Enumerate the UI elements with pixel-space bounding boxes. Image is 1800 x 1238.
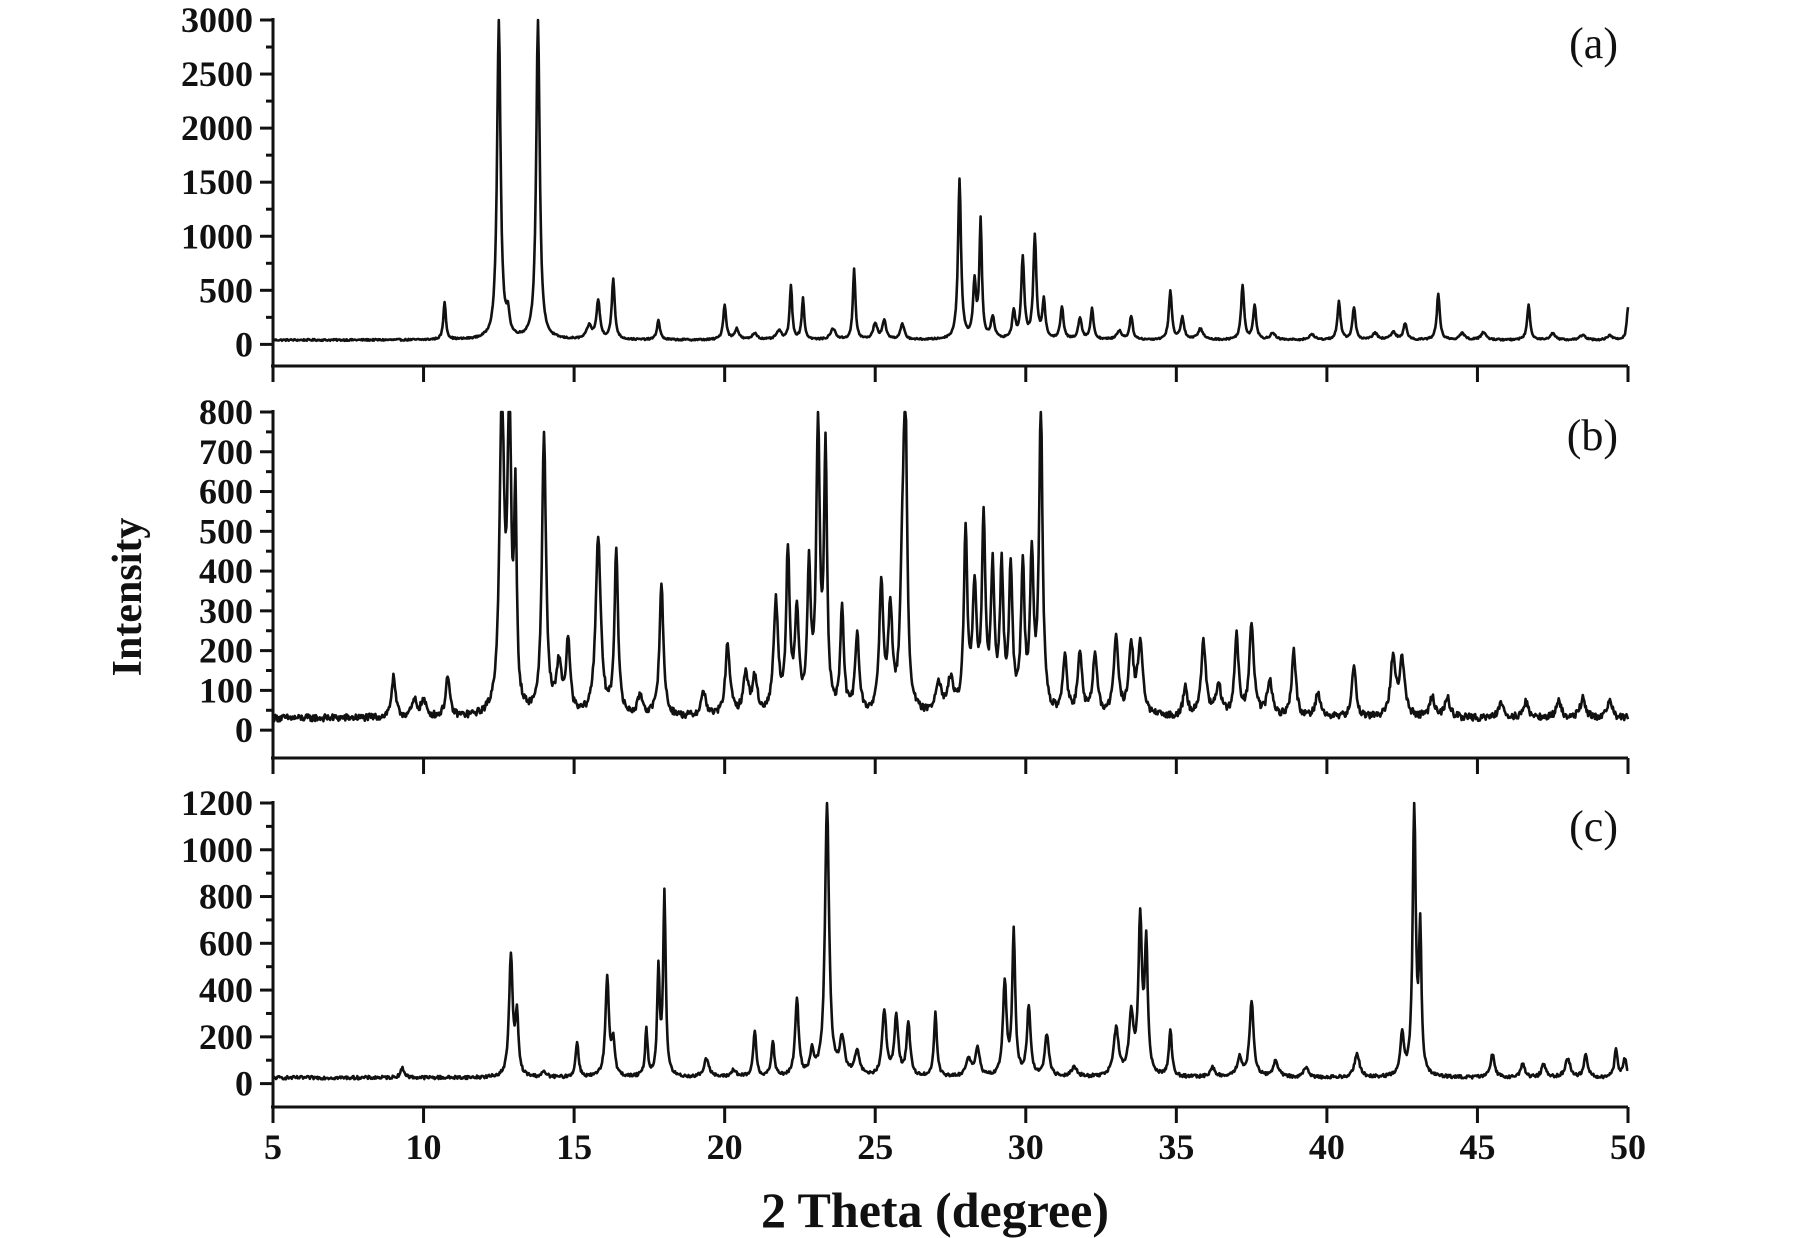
diffraction-trace [272, 18, 1630, 343]
y-tick-label: 1000 [181, 830, 253, 870]
y-tick-label: 3000 [181, 0, 253, 40]
x-tick-label: 15 [556, 1127, 592, 1167]
y-tick-label: 1200 [181, 783, 253, 823]
x-tick-label: 10 [406, 1127, 442, 1167]
x-axis-title: 2 Theta (degree) [761, 1182, 1109, 1238]
x-tick-label: 45 [1459, 1127, 1495, 1167]
y-axis-title: Intensity [105, 518, 151, 677]
y-tick-label: 800 [199, 877, 253, 917]
y-tick-label: 500 [199, 511, 253, 551]
x-axis: 5 10 15 20 25 30 35 40 45 50 [264, 1127, 1646, 1167]
y-tick-label: 2000 [181, 108, 253, 148]
x-tick-label: 5 [264, 1127, 282, 1167]
y-tick-label: 100 [199, 670, 253, 710]
x-tick-label: 30 [1008, 1127, 1044, 1167]
panel-label: (a) [1569, 19, 1618, 68]
diffraction-trace [271, 410, 1630, 723]
y-tick-label: 0 [235, 324, 253, 364]
panel-1: 0 500 1000 1500 2000 2500 3000 (a) [181, 0, 1630, 382]
y-tick-label: 1500 [181, 162, 253, 202]
y-tick-label: 600 [199, 923, 253, 963]
y-tick-label: 400 [199, 970, 253, 1010]
y-tick-label: 1000 [181, 216, 253, 256]
panel-label: (b) [1567, 411, 1618, 460]
x-tick-label: 20 [707, 1127, 743, 1167]
y-tick-label: 300 [199, 591, 253, 631]
y-tick-label: 400 [199, 551, 253, 591]
diffraction-trace [272, 801, 1629, 1081]
x-tick-label: 40 [1309, 1127, 1345, 1167]
y-tick-label: 200 [199, 631, 253, 671]
panel-3: 0 200 400 600 800 1000 1200 (c) [181, 783, 1630, 1123]
y-tick-label: 800 [199, 392, 253, 432]
x-tick-label: 50 [1610, 1127, 1646, 1167]
y-tick-label: 600 [199, 472, 253, 512]
y-tick-label: 0 [235, 710, 253, 750]
x-tick-label: 25 [857, 1127, 893, 1167]
panel-label: (c) [1569, 802, 1618, 851]
y-tick-label: 700 [199, 432, 253, 472]
y-tick-label: 2500 [181, 54, 253, 94]
y-tick-label: 500 [199, 270, 253, 310]
y-tick-label: 0 [235, 1064, 253, 1104]
x-tick-label: 35 [1158, 1127, 1194, 1167]
y-tick-label: 200 [199, 1017, 253, 1057]
